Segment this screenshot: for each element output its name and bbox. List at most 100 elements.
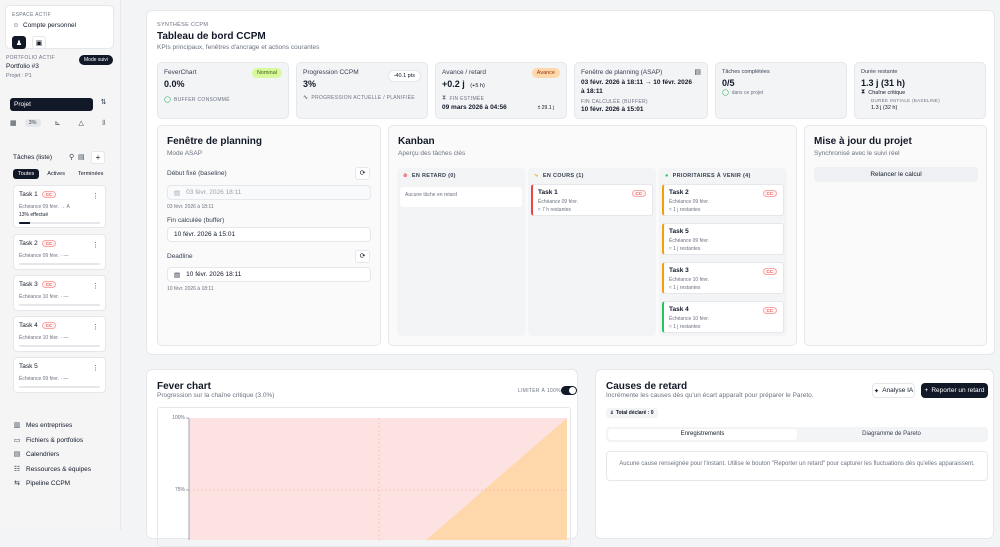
more-icon[interactable]: ⋮: [92, 365, 99, 372]
calendar-icon: ▤: [174, 189, 181, 197]
col-header: ⊗ EN RETARD (0): [397, 168, 525, 184]
card-due: Échéance 10 févr.: [669, 277, 710, 283]
bar-chart-icon[interactable]: ⫫: [101, 119, 106, 126]
kanban-card-item[interactable]: Task 1 CC Échéance 09 févr. ≈ 7 h restan…: [531, 184, 653, 216]
pipeline-icon: ⇆: [14, 480, 20, 487]
portfolio-name[interactable]: Portfolio #3: [6, 63, 39, 70]
kpi-date: 1.3 j (32 h): [871, 105, 898, 111]
portfolio-label: PORTFOLIO ACTIF: [6, 55, 55, 61]
total-badge: ⫫ Total déclaré : 0: [606, 408, 658, 418]
kanban-card-item[interactable]: Task 5 Échéance 09 févr. ≈ 1 j restantes: [662, 223, 784, 255]
warning-icon[interactable]: △: [78, 120, 84, 127]
chart-icon[interactable]: ⊾: [54, 120, 61, 127]
nav-pipeline[interactable]: ⇆ Pipeline CCPM: [13, 479, 70, 488]
col-header: ∿ EN COURS (1): [528, 168, 656, 184]
causes-empty: Aucune cause renseignée pour l'instant. …: [606, 451, 988, 481]
kpi-value: 03 févr. 2026 à 18:11 → 10 févr. 2026 à …: [581, 79, 692, 95]
swap-icon[interactable]: ⇅: [100, 99, 107, 106]
refresh-start-button[interactable]: ⟳: [355, 167, 370, 180]
tasks-title: Tâches (liste): [13, 154, 53, 161]
orange-zone: [426, 418, 567, 540]
tab-pareto[interactable]: Diagramme de Pareto: [862, 431, 921, 437]
kpi-value: 0.0%: [164, 79, 185, 89]
card-rest: ≈ 1 j restantes: [669, 207, 701, 213]
fever-title: Fever chart: [157, 381, 211, 392]
nav-files[interactable]: ▭ Fichiers & portfolios: [13, 436, 83, 445]
start-label: Début fixé (baseline): [167, 170, 227, 177]
task-progress-bar: [19, 386, 100, 388]
col-label: EN RETARD (0): [411, 173, 456, 179]
filter-all[interactable]: Toutes: [13, 169, 40, 179]
kpi-foot-text: PROGRESSION ACTUELLE / PLANIFIÉE: [311, 94, 415, 101]
nav-enterprises[interactable]: ▥ Mes entreprises: [13, 421, 73, 430]
filter-active[interactable]: Actives: [47, 171, 65, 177]
person-toggle[interactable]: ♟: [12, 36, 26, 49]
filter-done[interactable]: Terminées: [77, 171, 104, 177]
calendar-icon[interactable]: ▤: [78, 154, 85, 161]
col-label: PRIORITAIRES À VENIR (4): [672, 173, 751, 179]
kanban-card-item[interactable]: Task 4 CC Échéance 10 févr. ≈ 1 j restan…: [662, 301, 784, 333]
users-icon: ☷: [13, 466, 21, 473]
space-name-text: Compte personnel: [23, 22, 77, 29]
tab-records[interactable]: Enregistrements: [608, 429, 797, 440]
header-eyebrow: SYNTHÈSE CCPM: [157, 22, 209, 28]
task-name: Task 3: [19, 281, 38, 288]
kpi-completed: Tâches complétées 0/5 ◯ dans ce projet: [715, 62, 847, 119]
fever-subtitle: Progression sur la chaîne critique (3.0%…: [157, 392, 275, 399]
card-rest: ≈ 1 j restantes: [669, 285, 701, 291]
limit-toggle[interactable]: [561, 386, 577, 395]
task-card[interactable]: Task 2 CC ⋮ Échéance 09 févr. · —: [13, 234, 106, 270]
kpi-value: 0/5: [722, 78, 735, 88]
task-due: Échéance 09 févr. · —: [19, 376, 69, 382]
kanban-card-item[interactable]: Task 2 CC Échéance 09 févr. ≈ 1 j restan…: [662, 184, 784, 216]
causes-subtitle: Incrémente les causes dès qu'un écart ap…: [606, 392, 814, 399]
folder-icon: ▭: [13, 437, 21, 444]
start-field[interactable]: ▤ 03 févr. 2026 18:11: [167, 185, 371, 200]
task-name: Task 5: [19, 363, 38, 370]
refresh-icon: ⟳: [359, 253, 366, 260]
space-name[interactable]: ☺ Compte personnel: [12, 22, 76, 29]
deadline-field[interactable]: ▤ 10 févr. 2026 18:11: [167, 267, 371, 282]
more-icon[interactable]: ⋮: [92, 242, 99, 249]
grid-icon[interactable]: ▦: [10, 120, 17, 127]
kanban-card-item[interactable]: Task 3 CC Échéance 10 févr. ≈ 1 j restan…: [662, 262, 784, 294]
percent-badge: 3%: [24, 119, 41, 127]
refresh-deadline-button[interactable]: ⟳: [355, 250, 370, 263]
add-task-button[interactable]: +: [91, 151, 105, 164]
card-rest: ≈ 1 j restantes: [669, 324, 701, 330]
filter-icon[interactable]: ⚲: [69, 154, 75, 161]
more-icon[interactable]: ⋮: [92, 193, 99, 200]
more-icon[interactable]: ⋮: [92, 324, 99, 331]
kpi-label: Fenêtre de planning (ASAP): [581, 69, 663, 76]
task-card[interactable]: Task 5 ⋮ Échéance 09 févr. · —: [13, 357, 106, 393]
nav-resources[interactable]: ☷ Ressources & équipes: [13, 465, 91, 474]
user-icon: ☺: [12, 22, 20, 29]
view-select[interactable]: Projet: [10, 98, 93, 111]
more-icon[interactable]: ⋮: [92, 283, 99, 290]
task-name: Task 1: [19, 191, 38, 198]
plus-icon: +: [924, 387, 929, 394]
fever-chart-svg: [186, 417, 567, 540]
task-card[interactable]: Task 1 CC ⋮ Échéance 09 févr. → A 13% eff…: [13, 185, 106, 228]
ai-analysis-button[interactable]: ✦ Analyse IA: [872, 383, 915, 398]
team-toggle[interactable]: ▣: [32, 36, 46, 49]
kpi-foot: FIN CALCULÉE (BUFFER): [581, 99, 648, 105]
person-icon: ♟: [15, 39, 23, 47]
planning-subtitle: Mode ASAP: [167, 150, 203, 157]
kanban-title: Kanban: [398, 136, 435, 147]
task-card[interactable]: Task 3 CC ⋮ Échéance 10 févr. · —: [13, 275, 106, 311]
report-delay-button[interactable]: + Reporter un retard: [921, 383, 988, 398]
cc-badge: CC: [762, 307, 777, 314]
card-due: Échéance 09 févr.: [669, 199, 710, 205]
task-card[interactable]: Task 4 CC ⋮ Échéance 10 févr. · —: [13, 316, 106, 352]
recalculate-button[interactable]: Relancer le calcul: [814, 167, 978, 182]
check-circle-icon: ◯: [164, 97, 172, 103]
calendar-icon[interactable]: ▤: [694, 69, 701, 76]
kanban-col-late: ⊗ EN RETARD (0) Aucune tâche en retard: [397, 168, 525, 336]
nav-calendars[interactable]: ▤ Calendriers: [13, 450, 60, 459]
kpi-foot-text: dans ce projet: [731, 89, 764, 96]
refresh-icon: ⟳: [359, 170, 366, 177]
tick-label-100: 100%: [172, 415, 185, 421]
kpi-value-sub: (+5 h): [470, 83, 485, 89]
task-progress-text: 13% effectué: [19, 212, 49, 218]
